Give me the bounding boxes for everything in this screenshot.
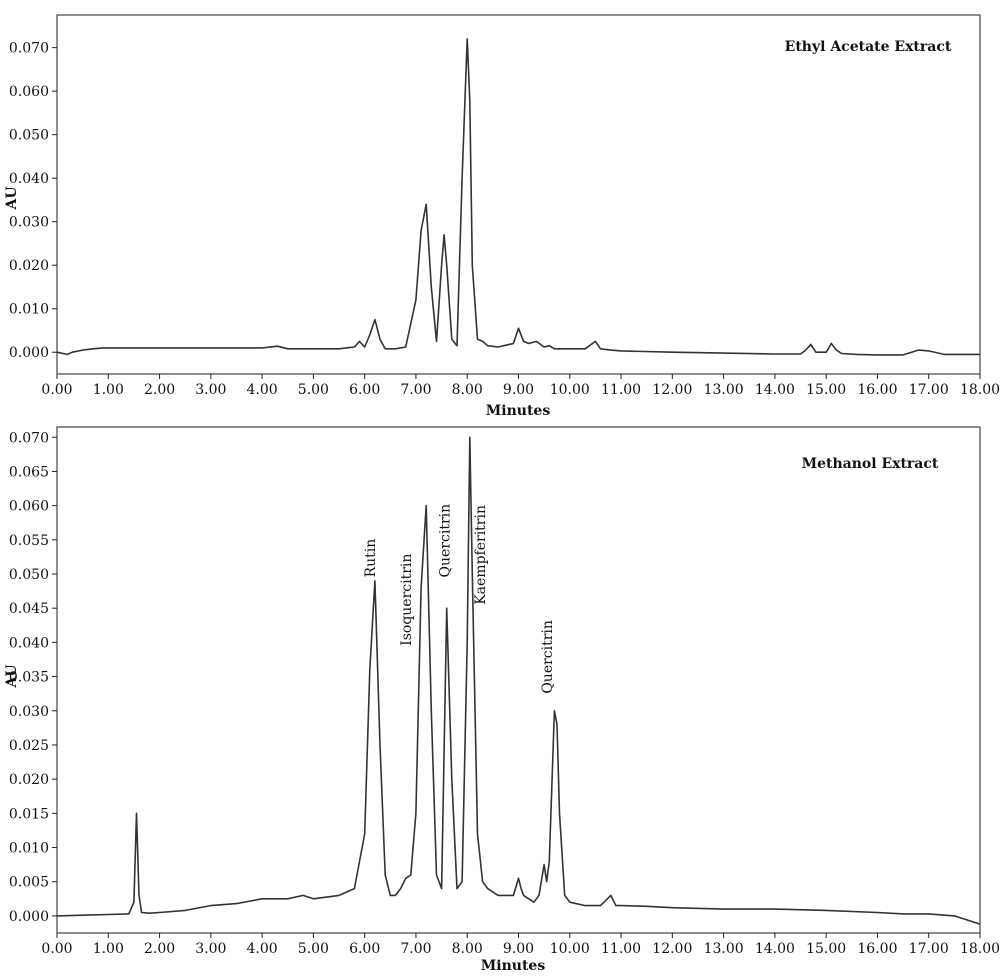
y-axis-label: AU [4,186,20,210]
y-tick-label: 0.040 [9,635,49,651]
x-tick-label: 13.00 [704,941,744,957]
y-tick-label: 0.055 [9,533,49,549]
x-tick-label: 5.00 [298,941,329,957]
x-tick-label: 17.00 [909,941,949,957]
x-tick-label: 6.00 [349,941,380,957]
plot-frame [56,14,981,375]
x-tick-label: 11.00 [601,941,641,957]
y-tick-label: 0.020 [9,772,49,788]
x-tick-label: 4.00 [247,382,278,398]
x-tick-label: 16.00 [857,382,897,398]
peak-label: Rutin [363,539,379,578]
y-tick-label: 0.045 [9,601,49,617]
x-tick-label: 4.00 [247,941,278,957]
x-axis-label: Minutes [481,958,546,974]
y-tick-label: 0.005 [9,875,49,891]
y-tick-label: 0.040 [9,171,49,187]
x-tick-label: 7.00 [400,941,431,957]
peak-label: Quercitrin [437,504,453,578]
y-tick-label: 0.010 [9,302,49,318]
x-tick-label: 15.00 [806,382,846,398]
y-tick-label: 0.000 [9,345,49,361]
plot-frame [56,426,981,934]
peak-label: Quercitrin [540,620,556,694]
x-tick-label: 9.00 [503,382,534,398]
y-tick-label: 0.020 [9,258,49,274]
x-tick-label: 17.00 [909,382,949,398]
x-tick-label: 0.00 [41,941,72,957]
chart-panel-2: 0.00 1.00 2.00 3.00 4.00 5.00 6.00 7.00 8.00 9.00… [4,426,1000,974]
y-tick-label: 0.000 [9,909,49,925]
y-tick-label: 0.030 [9,215,49,231]
x-tick-label: 14.00 [755,941,795,957]
x-tick-label: 18.00 [960,382,1000,398]
x-tick-label: 3.00 [195,941,226,957]
chart-title: Methanol Extract [802,456,939,472]
y-axis-label: AU [4,664,20,688]
y-tick-label: 0.060 [9,84,49,100]
chromatogram-trace [56,38,980,356]
x-tick-label: 1.00 [93,382,124,398]
x-tick-label: 2.00 [144,941,175,957]
x-tick-label: 12.00 [652,382,692,398]
x-axis-label: Minutes [486,403,551,419]
chart-title: Ethyl Acetate Extract [785,39,952,55]
x-tick-label: 15.00 [806,941,846,957]
x-tick-label: 0.00 [41,382,72,398]
x-tick-label: 6.00 [349,382,380,398]
x-tick-label: 2.00 [144,382,175,398]
y-tick-label: 0.050 [9,128,49,144]
y-tick-label: 0.015 [9,806,49,822]
x-tick-label: 5.00 [298,382,329,398]
y-tick-label: 0.050 [9,567,49,583]
y-tick-label: 0.035 [9,670,49,686]
y-tick-label: 0.070 [9,41,49,57]
x-tick-label: 10.00 [550,941,590,957]
x-tick-label: 7.00 [400,382,431,398]
chromatogram-trace [56,436,981,925]
x-tick-label: 14.00 [755,382,795,398]
x-tick-label: 18.00 [960,941,1000,957]
peak-label: Kaempferitrin [473,505,489,605]
x-tick-label: 9.00 [503,941,534,957]
y-tick-label: 0.070 [9,430,49,446]
y-tick-label: 0.030 [9,704,49,720]
x-tick-label: 12.00 [652,941,692,957]
x-tick-label: 8.00 [452,382,483,398]
y-tick-label: 0.060 [9,499,49,515]
x-tick-label: 1.00 [93,941,124,957]
y-tick-label: 0.025 [9,738,49,754]
y-tick-label: 0.065 [9,464,49,480]
y-tick-label: 0.010 [9,841,49,857]
x-tick-label: 10.00 [550,382,590,398]
x-tick-label: 3.00 [195,382,226,398]
x-tick-label: 11.00 [601,382,641,398]
x-tick-label: 8.00 [452,941,483,957]
x-tick-label: 13.00 [704,382,744,398]
peak-label: Isoquercitrin [399,554,415,646]
x-tick-label: 16.00 [857,941,897,957]
chart-panel-1: 0.00 1.00 2.00 3.00 4.00 5.00 6.00 7.00 8.00 9.00… [4,14,1000,419]
